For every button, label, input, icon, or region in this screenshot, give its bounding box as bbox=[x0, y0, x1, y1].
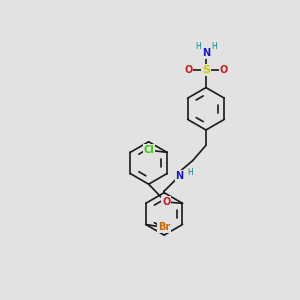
Text: Cl: Cl bbox=[143, 145, 154, 155]
Text: N: N bbox=[202, 48, 210, 58]
Text: O: O bbox=[162, 197, 170, 207]
Text: H: H bbox=[211, 42, 217, 51]
Text: H: H bbox=[195, 42, 201, 51]
Text: O: O bbox=[184, 65, 192, 75]
Text: O: O bbox=[220, 65, 228, 75]
Text: N: N bbox=[176, 171, 184, 181]
Text: H: H bbox=[187, 169, 193, 178]
Text: S: S bbox=[202, 65, 210, 75]
Text: Br: Br bbox=[158, 222, 170, 233]
